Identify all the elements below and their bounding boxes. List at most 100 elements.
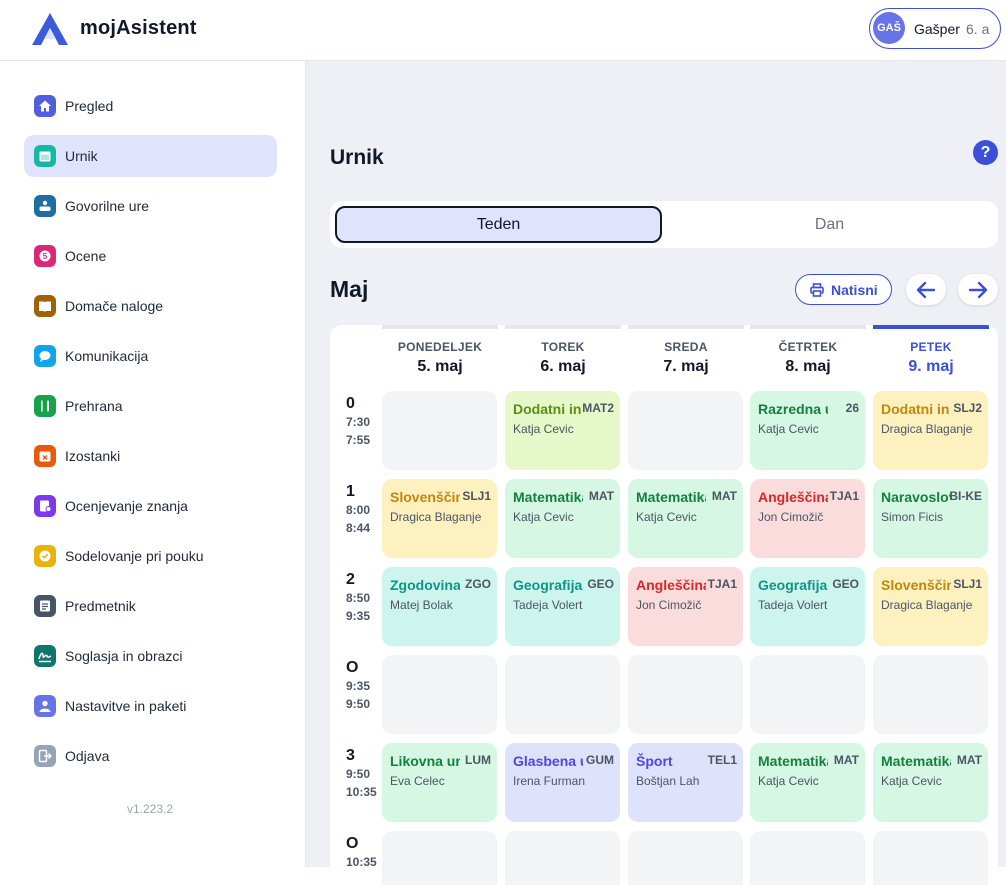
lesson-cell[interactable]: Zgodovina ZGO Matej Bolak <box>382 567 497 646</box>
print-button[interactable]: Natisni <box>795 274 892 305</box>
sidebar-item-label: Pregled <box>65 98 114 114</box>
empty-cell <box>382 391 497 470</box>
lesson-cell[interactable]: Razredna ura 26 Katja Cevic <box>750 391 865 470</box>
day-header[interactable]: PETEK 9. maj <box>873 325 989 385</box>
empty-cell <box>873 655 988 734</box>
sidebar-item-predmetnik[interactable]: Predmetnik <box>24 585 277 627</box>
lesson-teacher: Tadeja Volert <box>513 598 583 612</box>
sidebar-item-urnik[interactable]: Urnik <box>24 135 277 177</box>
lesson-subject: Geografija <box>513 577 583 593</box>
sidebar-item-prehrana[interactable]: Prehrana <box>24 385 277 427</box>
lesson-cell[interactable]: Angleščina TJA1 Jon Cimožič <box>750 479 865 558</box>
logo-icon[interactable] <box>30 11 70 47</box>
period-number: 2 <box>346 571 355 588</box>
sidebar-item-ocene[interactable]: 5 Ocene <box>24 235 277 277</box>
lesson-subject: Zgodovina <box>390 577 460 593</box>
lesson-cell[interactable]: Matematika MAT Katja Cevic <box>873 743 988 822</box>
day-header[interactable]: TOREK 6. maj <box>505 325 621 385</box>
day-header[interactable]: SREDA 7. maj <box>628 325 744 385</box>
tab-day[interactable]: Dan <box>814 216 845 233</box>
prev-week-button[interactable] <box>906 274 946 305</box>
lesson-cell[interactable]: Matematika MAT Katja Cevic <box>505 479 620 558</box>
lesson-teacher: Katja Cevic <box>758 422 819 436</box>
sidebar-item-nastavitve-in-paketi[interactable]: Nastavitve in paketi <box>24 685 277 727</box>
lesson-code: TJA1 <box>707 577 737 591</box>
lesson-code: SLJ1 <box>462 489 491 503</box>
cutlery-icon <box>34 395 56 417</box>
sidebar-item-label: Prehrana <box>65 398 123 414</box>
lesson-teacher: Katja Cevic <box>636 510 697 524</box>
empty-cell <box>873 831 988 885</box>
day-indicator-bar <box>873 325 989 329</box>
day-date: 6. maj <box>540 358 586 375</box>
meeting-icon <box>34 195 56 217</box>
lesson-cell[interactable]: Matematika MAT Katja Cevic <box>628 479 743 558</box>
lesson-teacher: Dragica Blaganje <box>881 422 973 436</box>
lesson-cell[interactable]: Geografija GEO Tadeja Volert <box>505 567 620 646</box>
lesson-teacher: Simon Ficis <box>881 510 944 524</box>
lesson-cell[interactable]: SlovenščinaSLJ1 Dragica Blaganje <box>382 479 497 558</box>
period-label: O 9:35 9:50 <box>346 659 386 713</box>
lesson-subject: Šport <box>636 753 673 769</box>
lesson-cell[interactable]: SlovenščinaSLJ1 Dragica Blaganje <box>873 567 988 646</box>
sidebar-item-label: Nastavitve in paketi <box>65 698 187 714</box>
sidebar-item-pregled[interactable]: Pregled <box>24 85 277 127</box>
sidebar-item-govorilne-ure[interactable]: Govorilne ure <box>24 185 277 227</box>
period-end: 10:35 <box>346 785 377 799</box>
day-indicator-bar <box>628 325 744 329</box>
lesson-code: MAT <box>833 753 859 767</box>
sidebar-item-komunikacija[interactable]: Komunikacija <box>24 335 277 377</box>
lesson-cell[interactable]: Angleščina TJA1 Jon Cimožič <box>628 567 743 646</box>
sidebar-item-ocenjevanje-znanja[interactable]: Ocenjevanje znanja <box>24 485 277 527</box>
lesson-teacher: Matej Bolak <box>390 598 453 612</box>
lesson-cell[interactable]: Šport TEL1 Boštjan Lah <box>628 743 743 822</box>
test-icon <box>34 495 56 517</box>
lesson-code: SLJ1 <box>953 577 982 591</box>
lesson-cell[interactable]: Likovna umetnost LUM Eva Celec <box>382 743 497 822</box>
sidebar-item-sodelovanje-pri-pouku[interactable]: Sodelovanje pri pouku <box>24 535 277 577</box>
empty-cell <box>750 655 865 734</box>
sidebar-item-soglasja-in-obrazci[interactable]: Soglasja in obrazci <box>24 635 277 677</box>
period-end: 9:50 <box>346 697 371 711</box>
lesson-cell[interactable]: NaravoslovjeBI-KE Simon Ficis <box>873 479 988 558</box>
next-week-button[interactable] <box>958 274 998 305</box>
lesson-teacher: Tadeja Volert <box>758 598 828 612</box>
lesson-cell[interactable]: Geografija GEO Tadeja Volert <box>750 567 865 646</box>
sidebar-item-domace-naloge[interactable]: Domače naloge <box>24 285 277 327</box>
day-date: 9. maj <box>908 358 954 375</box>
logout-icon <box>34 745 56 767</box>
user-menu-button[interactable]: GAŠ Gašper 6. a <box>869 8 1001 49</box>
sidebar-item-label: Domače naloge <box>65 298 164 314</box>
lesson-cell[interactable]: Glasbena umetnostGUMIrena Furman <box>505 743 620 822</box>
sidebar-item-label: Govorilne ure <box>65 198 150 214</box>
page-title: Urnik <box>330 146 384 169</box>
printer-icon <box>810 283 824 297</box>
lesson-code: TEL1 <box>707 753 737 767</box>
lesson-code: 26 <box>845 401 859 415</box>
day-name: SREDA <box>664 340 708 354</box>
lesson-teacher: Katja Cevic <box>881 774 942 788</box>
sidebar-item-label: Ocenjevanje znanja <box>65 498 188 514</box>
lesson-teacher: Boštjan Lah <box>636 774 700 788</box>
day-header[interactable]: ČETRTEK 8. maj <box>750 325 866 385</box>
sidebar-item-odjava[interactable]: Odjava <box>24 735 277 777</box>
lesson-subject: Dodatni in <box>513 401 582 417</box>
period-label: 3 9:50 10:35 <box>346 747 386 801</box>
empty-cell <box>382 831 497 885</box>
lesson-code: GEO <box>832 577 859 591</box>
lesson-cell[interactable]: Dodatni in MAT2 Katja Cevic <box>505 391 620 470</box>
help-button[interactable]: ? <box>973 140 998 165</box>
day-header[interactable]: PONEDELJEK 5. maj <box>382 325 498 385</box>
sidebar-item-izostanki[interactable]: Izostanki <box>24 435 277 477</box>
brand-name[interactable]: mojAsistent <box>80 17 197 39</box>
tab-week[interactable]: Teden <box>335 206 662 243</box>
calendar-icon <box>34 145 56 167</box>
lesson-cell[interactable]: Matematika MAT Katja Cevic <box>750 743 865 822</box>
book-icon <box>34 295 56 317</box>
lesson-code: GEO <box>587 577 614 591</box>
sidebar-item-label: Predmetnik <box>65 598 136 614</box>
lesson-code: SLJ2 <box>953 401 982 415</box>
arrow-right-icon <box>968 281 988 299</box>
lesson-cell[interactable]: Dodatni in SLJ2 Dragica Blaganje <box>873 391 988 470</box>
empty-cell <box>505 831 620 885</box>
